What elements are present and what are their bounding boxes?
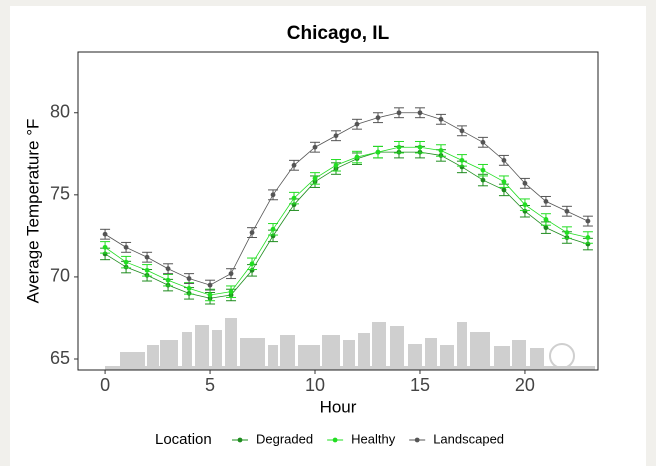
point bbox=[522, 202, 528, 208]
y-tick-label: 70 bbox=[50, 266, 70, 286]
legend-title: Location bbox=[155, 431, 212, 448]
point bbox=[438, 116, 444, 122]
legend-marker bbox=[237, 437, 243, 443]
point bbox=[123, 259, 129, 265]
x-tick-label: 15 bbox=[410, 375, 430, 395]
point bbox=[480, 167, 486, 173]
point bbox=[396, 110, 402, 116]
point bbox=[249, 230, 255, 235]
point bbox=[186, 276, 192, 281]
point bbox=[207, 292, 213, 298]
point bbox=[501, 157, 507, 163]
point bbox=[102, 231, 108, 237]
point bbox=[270, 192, 276, 198]
y-tick-label: 80 bbox=[50, 101, 70, 121]
panel bbox=[10, 6, 646, 466]
point bbox=[459, 128, 465, 134]
point bbox=[417, 110, 423, 116]
point bbox=[396, 144, 402, 150]
point bbox=[228, 271, 234, 277]
legend-label: Landscaped bbox=[433, 431, 504, 446]
point bbox=[291, 195, 297, 201]
point bbox=[417, 144, 423, 150]
point bbox=[228, 289, 234, 295]
legend-marker bbox=[414, 437, 420, 443]
point bbox=[207, 282, 213, 288]
point bbox=[354, 121, 360, 127]
point bbox=[522, 180, 528, 186]
x-tick-label: 0 bbox=[100, 375, 110, 395]
legend-marker bbox=[332, 437, 338, 443]
point bbox=[375, 115, 381, 121]
point bbox=[144, 267, 150, 273]
y-tick-label: 65 bbox=[50, 348, 70, 368]
point bbox=[501, 179, 507, 185]
y-tick-label: 75 bbox=[50, 184, 70, 204]
point bbox=[102, 244, 108, 250]
series-line bbox=[104, 151, 589, 299]
x-axis-label: Hour bbox=[320, 397, 357, 416]
y-axis-label: Average Temperature °F bbox=[23, 119, 42, 304]
point bbox=[354, 154, 360, 160]
plot-border bbox=[77, 51, 599, 371]
point bbox=[165, 266, 171, 272]
x-tick-label: 20 bbox=[515, 375, 535, 395]
point bbox=[312, 176, 318, 181]
point bbox=[543, 198, 549, 204]
point bbox=[438, 148, 444, 153]
point bbox=[270, 226, 276, 232]
legend-label: Healthy bbox=[351, 431, 396, 446]
point bbox=[564, 208, 570, 214]
x-tick-label: 10 bbox=[305, 375, 325, 395]
point bbox=[165, 277, 171, 283]
point bbox=[564, 230, 570, 235]
point bbox=[480, 139, 486, 145]
legend-label: Degraded bbox=[256, 431, 313, 446]
point bbox=[585, 235, 591, 240]
point bbox=[501, 187, 507, 193]
x-tick-label: 5 bbox=[205, 375, 215, 395]
point bbox=[480, 177, 486, 183]
point bbox=[375, 149, 381, 155]
point bbox=[543, 225, 549, 231]
point bbox=[144, 254, 150, 260]
point bbox=[543, 217, 549, 222]
series-line bbox=[104, 146, 589, 296]
point bbox=[312, 144, 318, 150]
point bbox=[291, 162, 297, 168]
point bbox=[585, 218, 591, 224]
point bbox=[249, 261, 255, 267]
chart-title: Chicago, IL bbox=[287, 23, 390, 44]
skyline bbox=[105, 318, 595, 370]
point bbox=[123, 244, 129, 250]
series-line bbox=[104, 112, 589, 286]
point bbox=[186, 286, 192, 291]
point bbox=[333, 162, 339, 168]
point bbox=[459, 157, 465, 163]
point bbox=[333, 133, 339, 139]
